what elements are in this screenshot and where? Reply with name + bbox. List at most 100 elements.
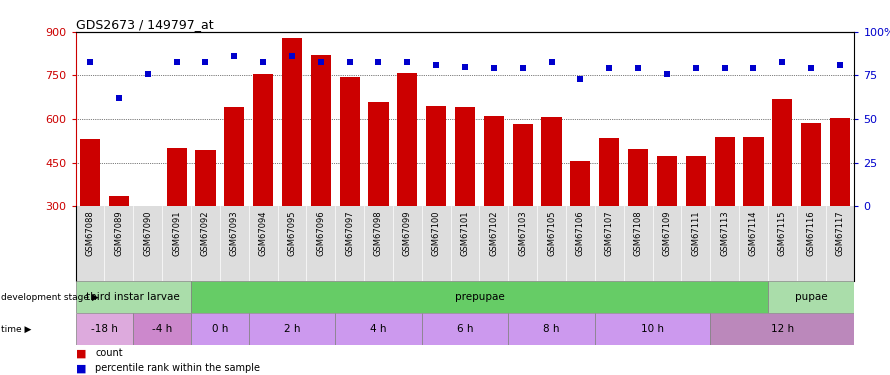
Bar (80, 140, 101, 206)
Bar (336, 313, 422, 345)
Point (659, 71, 674, 77)
Point (227, 53, 241, 59)
Point (689, 66, 703, 72)
Bar (541, 117, 562, 206)
Text: GSM67111: GSM67111 (692, 210, 700, 255)
Bar (768, 281, 854, 313)
Bar (710, 313, 854, 345)
Point (603, 66, 617, 72)
Text: 2 h: 2 h (284, 324, 300, 334)
Point (169, 58, 183, 64)
Text: -18 h: -18 h (91, 324, 118, 334)
Point (198, 58, 213, 64)
Text: count: count (95, 348, 123, 358)
Bar (397, 73, 417, 206)
Text: GSM67095: GSM67095 (287, 210, 296, 255)
Bar (109, 196, 129, 206)
Text: GSM67113: GSM67113 (720, 210, 729, 256)
Text: third instar larvae: third instar larvae (86, 292, 180, 302)
Point (487, 66, 501, 72)
Text: ■: ■ (76, 348, 86, 358)
Bar (426, 106, 446, 206)
Bar (801, 123, 821, 206)
Text: 12 h: 12 h (771, 324, 794, 334)
Text: GSM67102: GSM67102 (490, 210, 498, 255)
Text: GSM67115: GSM67115 (778, 210, 787, 255)
Text: GSM67103: GSM67103 (518, 210, 527, 256)
Point (429, 62, 443, 68)
Bar (76, 281, 191, 313)
Point (285, 53, 299, 59)
Text: GSM67105: GSM67105 (547, 210, 556, 255)
Bar (829, 118, 850, 206)
Point (141, 71, 155, 77)
Bar (253, 74, 273, 206)
Bar (76, 313, 134, 345)
Bar (595, 313, 710, 345)
Point (83, 58, 97, 64)
Point (458, 64, 473, 70)
Bar (508, 313, 595, 345)
Point (313, 58, 328, 64)
Text: percentile rank within the sample: percentile rank within the sample (95, 363, 260, 373)
Bar (368, 102, 389, 206)
Text: GSM67096: GSM67096 (316, 210, 326, 256)
Text: pupae: pupae (795, 292, 828, 302)
Text: GSM67091: GSM67091 (172, 210, 181, 255)
Bar (513, 124, 533, 206)
Text: prepupae: prepupae (455, 292, 505, 302)
Bar (685, 156, 706, 206)
Point (515, 66, 530, 72)
Bar (715, 137, 735, 206)
Text: GSM67106: GSM67106 (576, 210, 585, 256)
Text: GDS2673 / 149797_at: GDS2673 / 149797_at (76, 18, 214, 31)
Text: GSM67101: GSM67101 (460, 210, 470, 255)
Bar (311, 55, 331, 206)
Text: GSM67099: GSM67099 (403, 210, 412, 255)
Point (256, 58, 271, 64)
Text: GSM67089: GSM67089 (115, 210, 124, 256)
Point (371, 58, 385, 64)
Text: GSM67088: GSM67088 (85, 210, 94, 256)
Text: GSM67114: GSM67114 (749, 210, 758, 255)
Bar (248, 313, 336, 345)
Bar (743, 137, 764, 206)
Point (775, 58, 789, 64)
Text: 8 h: 8 h (543, 324, 560, 334)
Point (573, 76, 587, 82)
Point (545, 58, 559, 64)
Point (631, 66, 645, 72)
Text: ■: ■ (76, 363, 86, 373)
Point (747, 66, 761, 72)
Point (804, 66, 818, 72)
Bar (340, 77, 360, 206)
Bar (773, 99, 792, 206)
Text: GSM67097: GSM67097 (345, 210, 354, 256)
Point (717, 66, 732, 72)
Bar (282, 38, 302, 206)
Text: 0 h: 0 h (212, 324, 228, 334)
Text: GSM67092: GSM67092 (201, 210, 210, 255)
Point (400, 58, 415, 64)
Bar (455, 107, 475, 206)
Bar (422, 313, 508, 345)
Point (833, 62, 847, 68)
Bar (224, 107, 245, 206)
Bar (599, 138, 619, 206)
Text: GSM67100: GSM67100 (432, 210, 441, 255)
Text: development stage ▶: development stage ▶ (1, 292, 99, 302)
Bar (134, 313, 191, 345)
Text: 10 h: 10 h (641, 324, 664, 334)
Text: GSM67117: GSM67117 (836, 210, 845, 256)
Text: -4 h: -4 h (152, 324, 173, 334)
Text: GSM67098: GSM67098 (374, 210, 383, 256)
Text: time ▶: time ▶ (1, 324, 31, 334)
Text: GSM67108: GSM67108 (634, 210, 643, 256)
Bar (657, 156, 677, 206)
Point (343, 58, 357, 64)
Text: GSM67107: GSM67107 (604, 210, 614, 256)
Text: GSM67116: GSM67116 (806, 210, 815, 256)
Bar (570, 161, 590, 206)
Point (112, 95, 126, 101)
Text: 4 h: 4 h (370, 324, 387, 334)
